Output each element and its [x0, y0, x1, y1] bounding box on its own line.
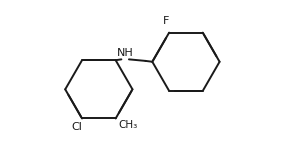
Text: F: F — [163, 16, 169, 26]
Text: Cl: Cl — [72, 122, 83, 132]
Text: CH₃: CH₃ — [119, 120, 138, 130]
Text: NH: NH — [117, 48, 133, 58]
